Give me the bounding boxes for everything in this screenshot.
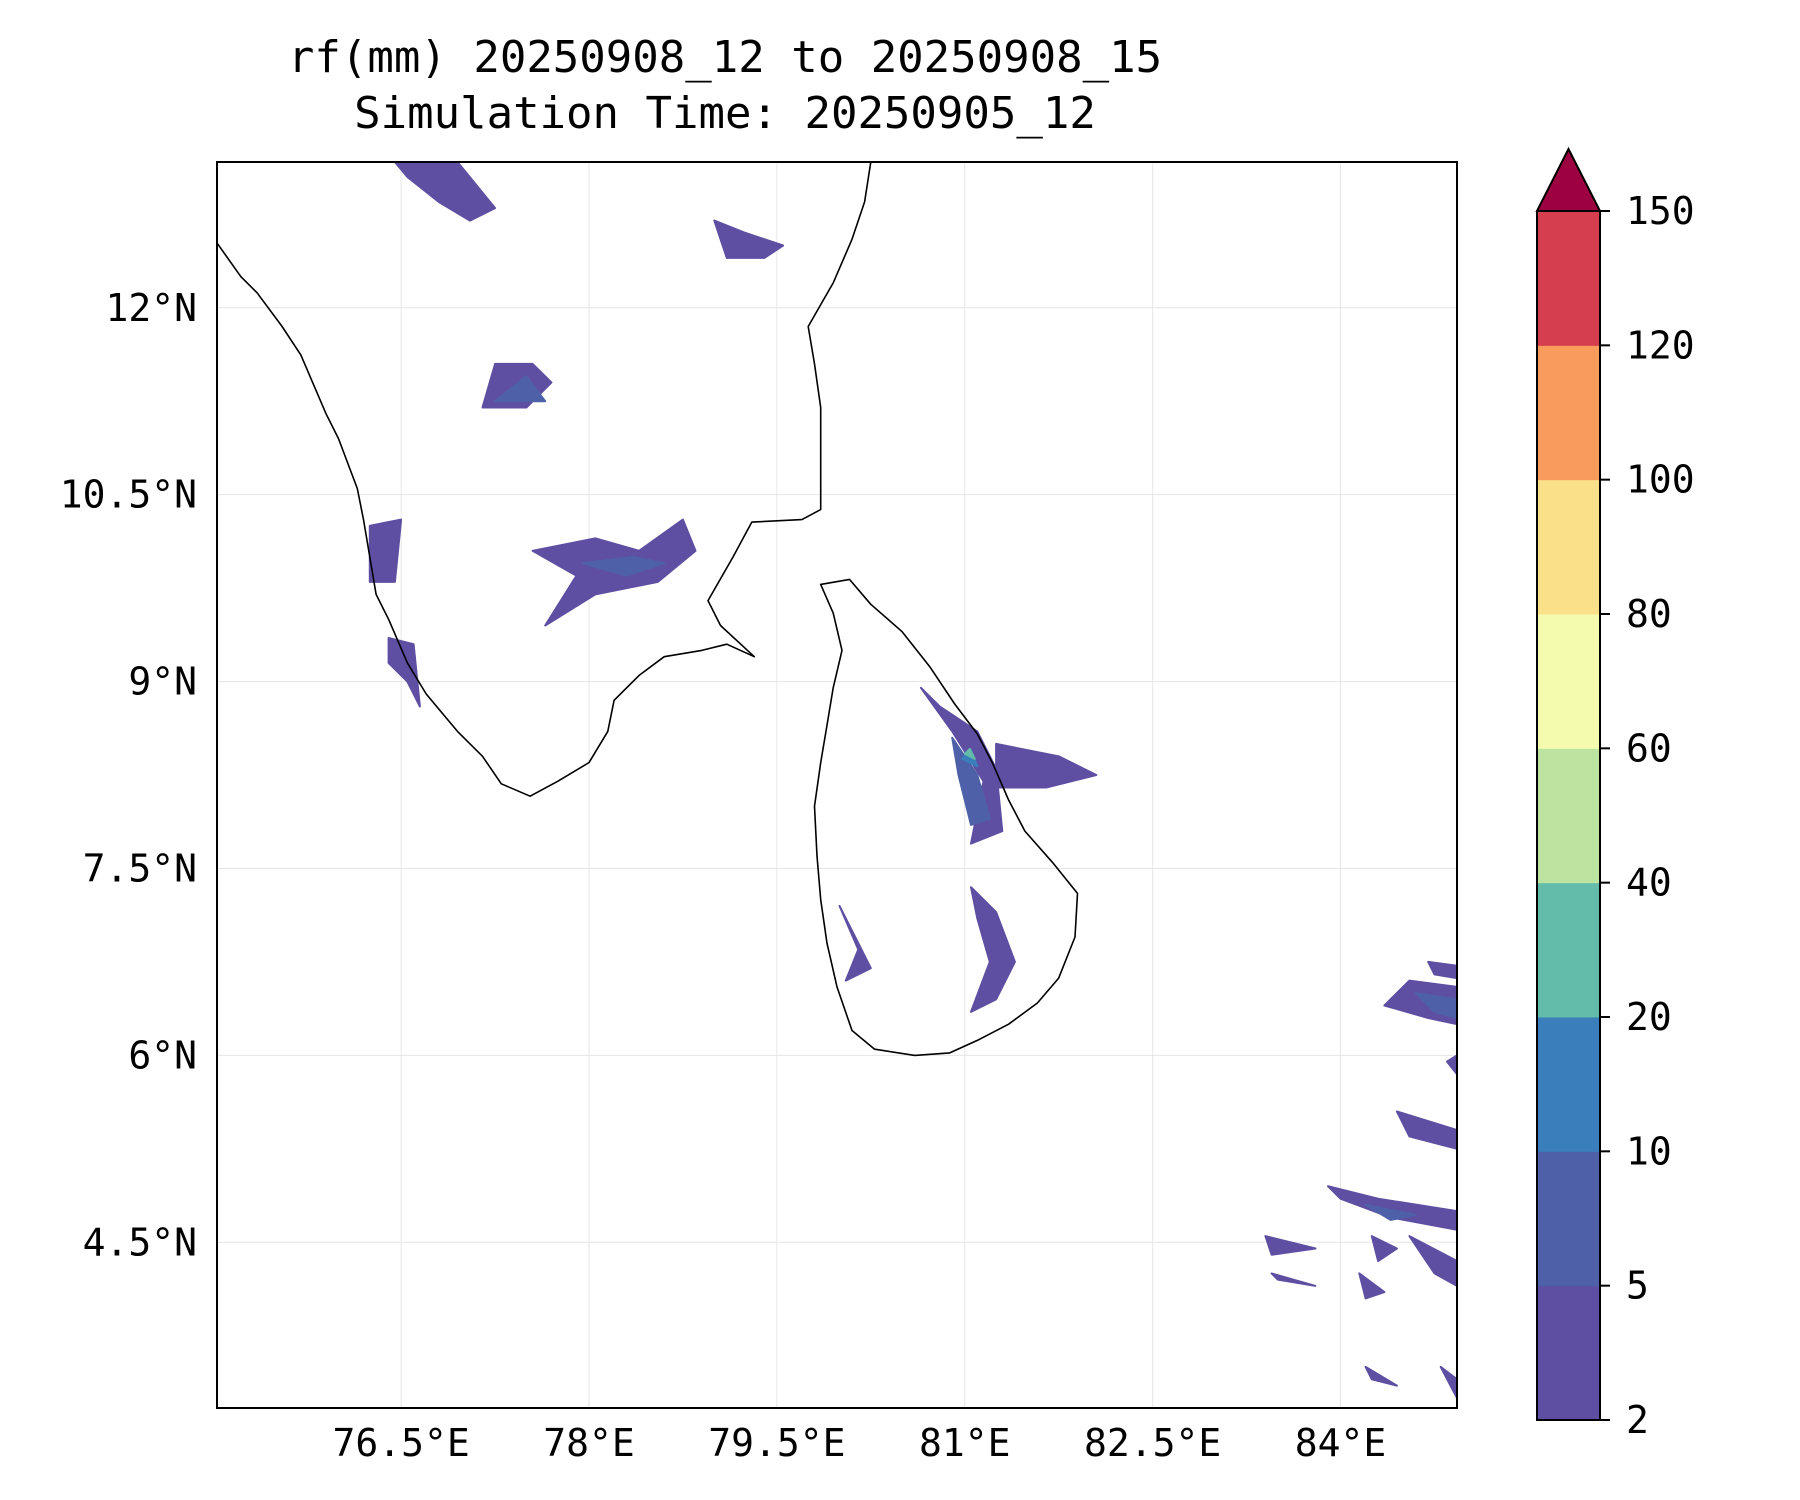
y-tick-label: 9°N: [128, 660, 197, 704]
y-tick-label: 7.5°N: [83, 846, 197, 890]
x-tick-label: 78°E: [543, 1421, 635, 1465]
map-title: rf(mm) 20250908_12 to 20250908_15: [287, 32, 1163, 83]
y-tick-label: 6°N: [128, 1033, 197, 1077]
india-coastline: [217, 162, 872, 798]
rain-contour-patch: [1327, 1185, 1457, 1231]
colorbar-segment: [1537, 882, 1600, 1018]
colorbar-segment: [1537, 211, 1600, 346]
rain-contour-patch: [1395, 1110, 1457, 1150]
rain-contour-patch: [387, 637, 421, 708]
rain-contour-patch: [1358, 1272, 1386, 1300]
rain-contour-patch: [1264, 1235, 1317, 1256]
colorbar-tick-label: 20: [1626, 995, 1672, 1039]
map-subtitle: Simulation Time: 20250905_12: [354, 88, 1096, 139]
colorbar-segment: [1537, 748, 1600, 884]
colorbar-frame: [1536, 210, 1601, 1421]
colorbar-tick-label: 80: [1626, 592, 1672, 636]
colorbar-tick-label: 5: [1626, 1264, 1649, 1308]
rain-contour-patch: [1414, 992, 1457, 1019]
colorbar-tick-label: 10: [1626, 1129, 1672, 1173]
sri-lanka-coastline: [813, 578, 1079, 1057]
x-tick-label: 81°E: [919, 1421, 1011, 1465]
x-tick-label: 79.5°E: [708, 1421, 845, 1465]
colorbar-tick-label: 40: [1626, 861, 1672, 905]
map-frame: [216, 161, 1458, 1409]
rain-contour-patch: [1408, 1235, 1457, 1287]
rain-contour-patch: [838, 904, 872, 982]
rain-contour-patch: [713, 219, 785, 259]
x-tick-label: 84°E: [1295, 1421, 1387, 1465]
colorbar-tick-label: 2: [1626, 1398, 1649, 1442]
rain-contour-patch: [1364, 1203, 1417, 1221]
rain-contour-patch: [1439, 1365, 1457, 1399]
rain-contour-patch: [1270, 1272, 1317, 1287]
rain-contour-patch: [970, 886, 1016, 1013]
rain-contour-patch: [963, 747, 976, 760]
colorbar-tick-label: 120: [1626, 323, 1695, 367]
x-axis-ticks: 76.5°E 78°E 79.5°E 81°E 82.5°E 84°E: [332, 1421, 1386, 1465]
x-tick-label: 82.5°E: [1084, 1421, 1221, 1465]
colorbar: 2 5 10 20 40 60 80 100 120 150: [1535, 146, 1695, 1442]
colorbar-segment: [1537, 479, 1600, 615]
rain-contour-patch: [393, 162, 497, 222]
colorbar-segment: [1537, 614, 1600, 749]
colorbar-tick-label: 150: [1626, 189, 1695, 233]
rain-contour-patch: [1446, 1054, 1457, 1076]
gridlines: [217, 162, 1457, 1408]
rain-contour-patch: [494, 375, 547, 403]
coastlines: [217, 162, 1079, 1057]
rain-contour-patch: [1364, 1365, 1398, 1387]
y-tick-label: 12°N: [105, 286, 197, 330]
x-tick-label: 76.5°E: [332, 1421, 469, 1465]
y-tick-label: 4.5°N: [83, 1220, 197, 1264]
colorbar-segment: [1537, 1017, 1600, 1152]
colorbar-segment: [1537, 345, 1600, 481]
rain-contour-patch: [368, 518, 403, 583]
rain-contour-patch: [995, 742, 1098, 789]
rain-contour-patch: [1427, 960, 1457, 980]
colorbar-tick-label: 100: [1626, 458, 1695, 502]
colorbar-tick-label: 60: [1626, 726, 1672, 770]
rain-contour-patch: [1370, 1235, 1398, 1262]
colorbar-extend-arrow: [1535, 146, 1602, 212]
colorbar-segment: [1537, 1151, 1600, 1287]
rainfall-contours: [368, 162, 1457, 1399]
rain-contour-patch: [581, 556, 666, 577]
colorbar-segment: [1537, 1285, 1600, 1421]
y-tick-label: 10.5°N: [60, 473, 197, 517]
y-axis-ticks: 12°N 10.5°N 9°N 7.5°N 6°N 4.5°N: [60, 286, 197, 1264]
